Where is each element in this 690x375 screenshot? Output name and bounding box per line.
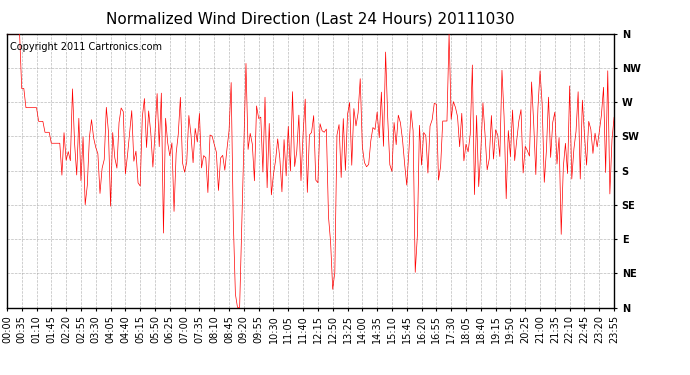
Text: Normalized Wind Direction (Last 24 Hours) 20111030: Normalized Wind Direction (Last 24 Hours… xyxy=(106,11,515,26)
Text: Copyright 2011 Cartronics.com: Copyright 2011 Cartronics.com xyxy=(10,42,162,52)
